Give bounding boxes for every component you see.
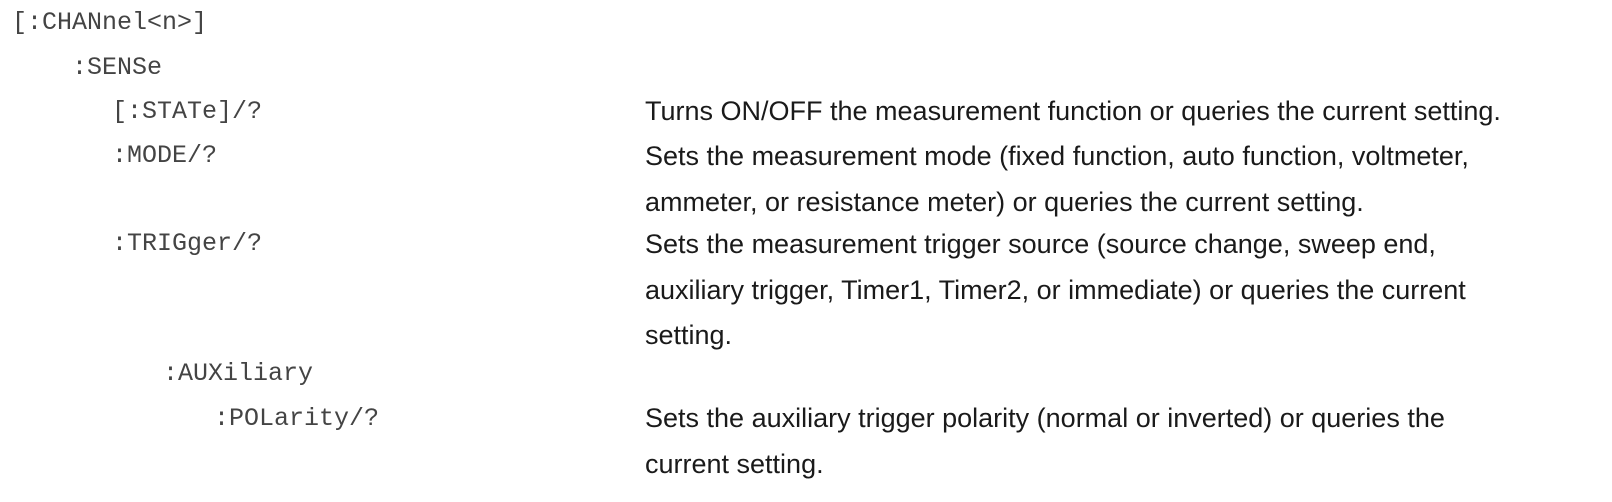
state-command: [:STATe]/?: [112, 97, 263, 126]
trigger-description: Sets the measurement trigger source (sou…: [645, 229, 1466, 350]
trigger-command: :TRIGger/?: [112, 229, 263, 258]
channel-bracket: [: [12, 8, 28, 37]
channel-command: [:CHANnel<n>]: [12, 8, 207, 38]
sense-command: :SENSe: [72, 53, 163, 82]
polarity-description: Sets the auxiliary trigger polarity (nor…: [645, 403, 1445, 479]
mode-description: Sets the measurement mode (fixed functio…: [645, 141, 1469, 217]
state-description: Turns ON/OFF the measurement function or…: [645, 96, 1501, 126]
polarity-command: :POLarity/?: [214, 404, 380, 433]
mode-command: :MODE/?: [112, 141, 218, 170]
channel-label: :CHANnel<n>]: [27, 8, 208, 37]
auxiliary-command: :AUXiliary: [163, 359, 314, 388]
